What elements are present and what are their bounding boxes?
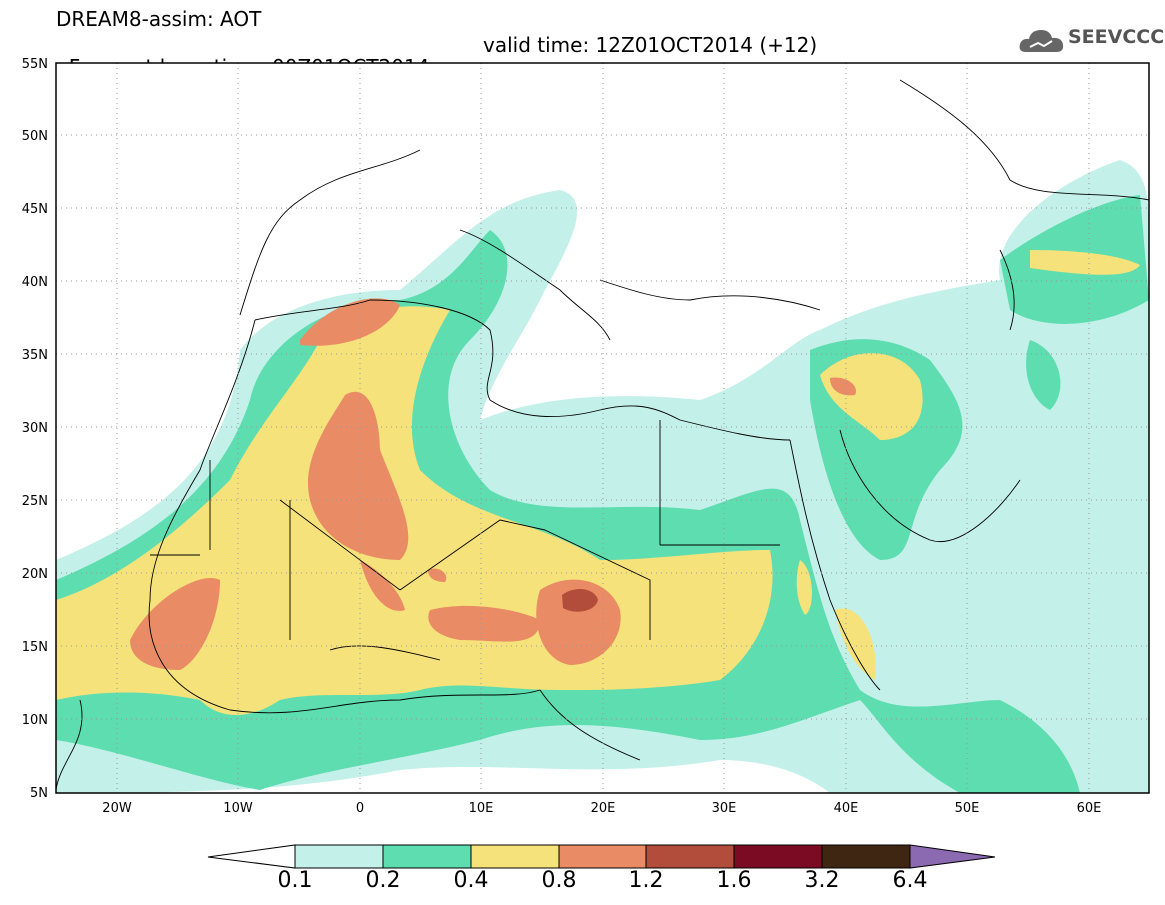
lat-tick: 45N (22, 202, 48, 217)
colorbar-label: 1.6 (716, 868, 752, 893)
colorbar-swatch (645, 844, 735, 869)
lon-tick: 20W (102, 801, 132, 816)
lon-tick: 40E (834, 801, 859, 816)
lat-tick: 10N (22, 713, 48, 728)
lat-tick: 30N (22, 421, 48, 436)
lat-tick: 5N (30, 786, 48, 801)
lat-tick: 40N (22, 275, 48, 290)
colorbar-under-arrow (207, 844, 296, 869)
lon-tick: 30E (712, 801, 737, 816)
logo-text: SEEVCCC (1068, 26, 1165, 48)
lat-tick: 50N (22, 129, 48, 144)
colorbar-label: 1.2 (628, 868, 664, 893)
lat-tick: 55N (22, 57, 48, 72)
lat-tick: 15N (22, 640, 48, 655)
lat-tick: 35N (22, 348, 48, 363)
colorbar-swatch (294, 844, 384, 869)
colorbar-label: 6.4 (892, 868, 928, 893)
lat-ticks: 5N 10N 15N 20N 25N 30N 35N 40N 45N 50N 5… (22, 57, 48, 801)
colorbar-label: 0.2 (365, 868, 401, 893)
colorbar-swatch (733, 844, 823, 869)
lon-tick: 0 (356, 801, 364, 816)
seevccc-logo: SEEVCCC (1018, 22, 1164, 58)
lat-tick: 25N (22, 494, 48, 509)
colorbar-label: 0.8 (541, 868, 577, 893)
aot-band-1.2 (562, 588, 598, 612)
lon-tick: 20E (591, 801, 616, 816)
lon-tick: 60E (1077, 801, 1102, 816)
colorbar-swatch (470, 844, 560, 869)
map-frame (55, 62, 1150, 794)
colorbar-label: 3.2 (804, 868, 840, 893)
coastlines (56, 79, 1149, 791)
colorbar-label: 0.4 (453, 868, 489, 893)
lon-tick: 10W (223, 801, 253, 816)
colorbar-swatch (821, 844, 911, 869)
lon-ticks: 20W 10W 0 10E 20E 30E 40E 50E 60E (102, 801, 1101, 816)
lon-tick: 50E (955, 801, 980, 816)
colorbar (207, 844, 996, 869)
colorbar-over-arrow (909, 844, 996, 869)
valid-time: valid time: 12Z01OCT2014 (+12) (483, 33, 818, 57)
graticule (56, 63, 1149, 793)
cloud-icon (1019, 30, 1064, 52)
colorbar-label: 0.1 (277, 868, 313, 893)
lon-tick: 10E (469, 801, 494, 816)
aot-band-0.8 (130, 298, 856, 670)
colorbar-swatch (558, 844, 647, 869)
map-title: DREAM8-assim: AOT (56, 7, 262, 31)
lat-tick: 20N (22, 567, 48, 582)
colorbar-swatch (382, 844, 472, 869)
